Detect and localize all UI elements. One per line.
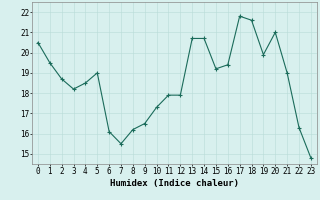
X-axis label: Humidex (Indice chaleur): Humidex (Indice chaleur): [110, 179, 239, 188]
